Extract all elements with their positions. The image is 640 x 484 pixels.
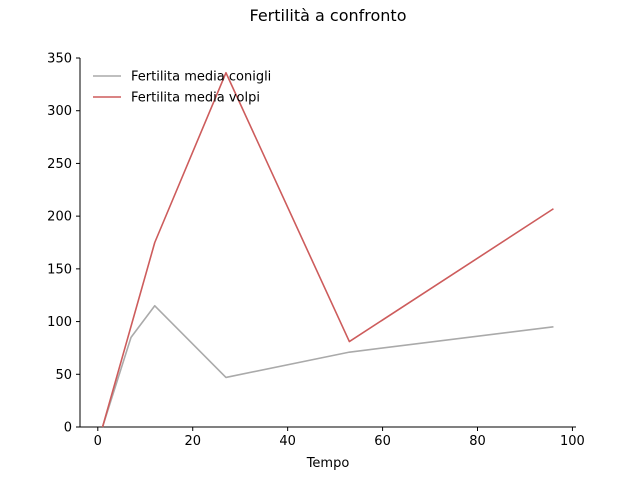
legend-label-1: Fertilita media conigli [131,70,271,85]
y-tick-label: 150 [47,262,72,277]
series-line-1 [101,304,554,428]
x-tick-label: 20 [184,434,201,449]
x-tick-label: 80 [469,434,486,449]
y-tick-label: 200 [47,210,72,225]
x-axis-label: Tempo [306,456,350,471]
y-tick-label: 350 [47,52,72,67]
x-tick-label: 100 [560,434,585,449]
y-tick-label: 50 [55,368,72,383]
y-tick-label: 100 [47,315,72,330]
axes: 0 20 40 60 80 100 0 50 100 150 200 250 300 350 [47,52,585,450]
chart-title: Fertilità a confronto [250,6,407,25]
y-tick-label: 250 [47,157,72,172]
plot-lines [101,71,554,428]
y-tick-label: 0 [64,421,72,436]
series-line-2 [101,71,554,428]
x-tick-label: 40 [279,434,296,449]
legend: Fertilita media conigli Fertilita media v… [93,70,271,106]
y-tick-label: 300 [47,104,72,119]
legend-label-2: Fertilita media volpi [131,91,260,106]
x-tick-label: 60 [374,434,391,449]
x-tick-label: 0 [94,434,102,449]
